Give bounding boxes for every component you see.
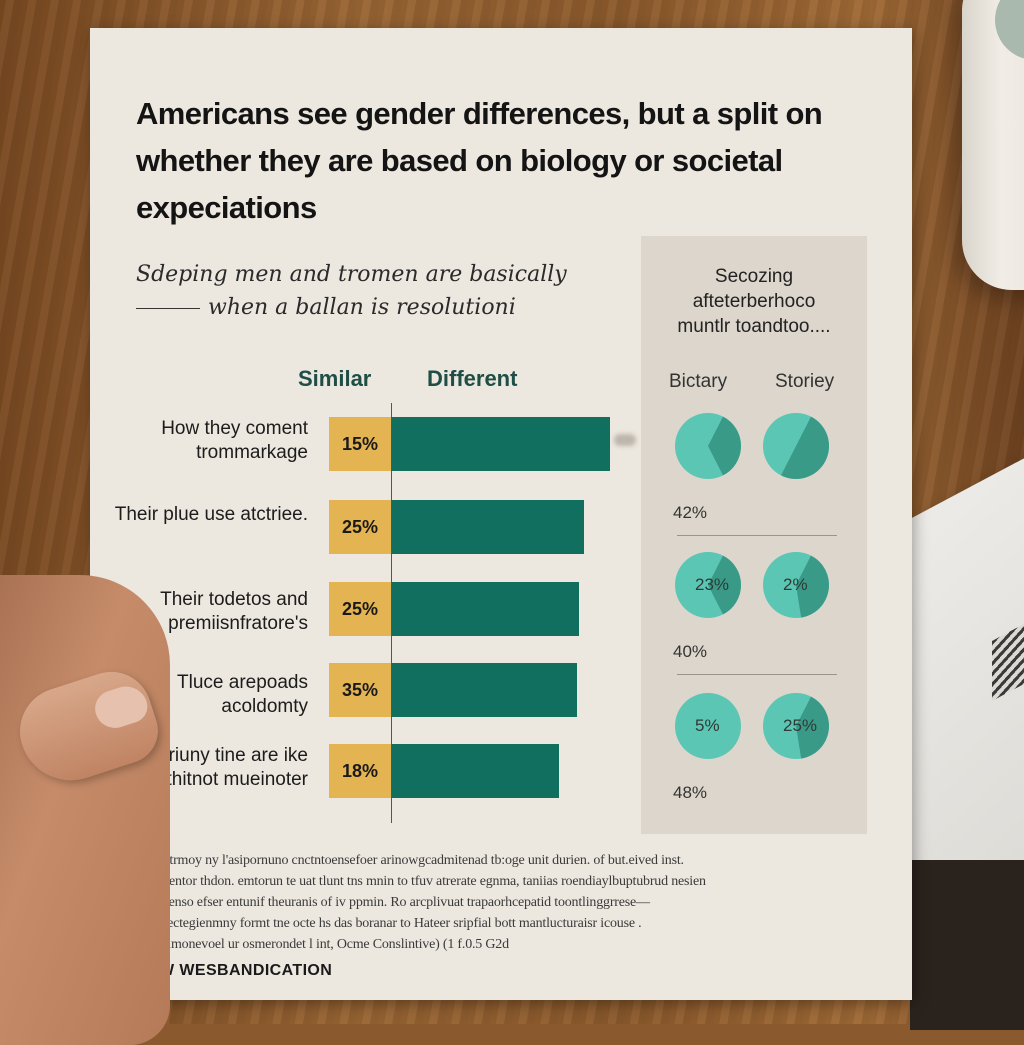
laptop-shadow <box>910 860 1024 1030</box>
panel-title-line: muntlr toandtoo.... <box>677 316 831 337</box>
bar-different <box>392 744 559 798</box>
footnote-line: Glralsentor thdon. emtorun te uat tlunt … <box>136 874 706 889</box>
bar-similar-value-label: 18% <box>341 760 379 781</box>
pie-biology <box>675 413 741 479</box>
fill-in-blank <box>136 308 200 309</box>
headline: Americans see gender differences, but a … <box>136 96 823 225</box>
bar-similar: 25% <box>329 582 391 636</box>
subtitle-line-2-wrap: when a ballan is resolutioni <box>136 291 656 324</box>
bar-similar: 18% <box>329 744 391 798</box>
legend-similar: Similar <box>298 366 372 391</box>
footnote-line: Edcrr trmoy ny l'asipornuno cnctntoensef… <box>136 853 684 868</box>
pie-base-slice <box>675 693 741 759</box>
footnote-line: Hya simonevoel ur osmerondet l int, Ocme… <box>136 937 509 952</box>
pie-row-divider <box>677 674 837 675</box>
side-panel: Secozing afteterberhoco muntlr toandtoo.… <box>641 236 867 834</box>
panel-column-society: Storiey <box>775 371 835 392</box>
chart-axis-line <box>391 403 392 823</box>
pie-biology <box>675 552 741 618</box>
footnote: Edcrr trmoy ny l'asipornuno cnctntoensef… <box>136 850 866 955</box>
pie-highlight-slice <box>796 555 829 618</box>
subtitle-line-1: Sdeping men and tromen are basically <box>136 262 567 287</box>
pie-highlight-slice <box>708 416 741 476</box>
panel-title-line: afteterberhoco <box>692 291 816 312</box>
footnote-line: Bict benso efser entunif theuranis of iv… <box>136 895 650 910</box>
pie-society <box>763 552 829 618</box>
print-smudge <box>614 434 636 446</box>
bar-different <box>392 500 585 554</box>
bar-different <box>392 663 577 717</box>
bar-similar: 15% <box>329 417 391 471</box>
bar-category-label: Tluce arepoads acoldomty <box>177 672 308 717</box>
bar-similar: 25% <box>329 500 391 554</box>
bar-similar-value-label: 15% <box>341 433 379 454</box>
bar-different <box>392 417 610 471</box>
pie-biology <box>675 693 741 759</box>
panel-title: Secozing afteterberhoco muntlr toandtoo.… <box>641 264 867 339</box>
pie-society <box>763 693 829 759</box>
printed-infographic: Americans see gender differences, but a … <box>90 28 912 1000</box>
pie-society <box>763 413 829 479</box>
bar-similar-value-label: 25% <box>341 598 379 619</box>
subtitle: Sdeping men and tromen are basically whe… <box>136 258 656 324</box>
bar-category-label: How they coment trommarkage <box>161 418 308 463</box>
bar-category-label: Their todetos and premiisnfratore's <box>160 589 308 634</box>
pie-highlight-slice <box>781 416 829 479</box>
legend-different: Different <box>427 366 518 391</box>
panel-title-line: Secozing <box>714 266 794 287</box>
pie-value-label: 25% <box>783 716 818 735</box>
bar-similar: 35% <box>329 663 391 717</box>
panel-column-biology: Bictary <box>669 371 728 392</box>
subtitle-line-2: when a ballan is resolutioni <box>208 295 516 320</box>
publisher-brand: NEW WESBANDICATION <box>136 962 333 979</box>
pie-row-percent: 40% <box>673 642 708 661</box>
pie-row-percent: 42% <box>673 503 708 522</box>
pie-value-label: 23% <box>695 575 730 594</box>
pie-value-label: 2% <box>783 575 808 594</box>
bar-different <box>392 582 580 636</box>
pie-row-divider <box>677 535 837 536</box>
bar-similar-value-label: 35% <box>341 679 379 700</box>
footnote-line: tion vectegienmny formt tne octe hs das … <box>136 916 642 931</box>
bar-category-label: Their plue use atctriee. <box>114 504 308 525</box>
pie-highlight-slice <box>796 696 829 759</box>
pie-highlight-slice <box>708 555 741 615</box>
pie-row-percent: 48% <box>673 783 708 802</box>
holding-hand <box>0 575 170 1045</box>
pie-value-label: 5% <box>695 716 720 735</box>
bar-similar-value-label: 25% <box>341 516 379 537</box>
